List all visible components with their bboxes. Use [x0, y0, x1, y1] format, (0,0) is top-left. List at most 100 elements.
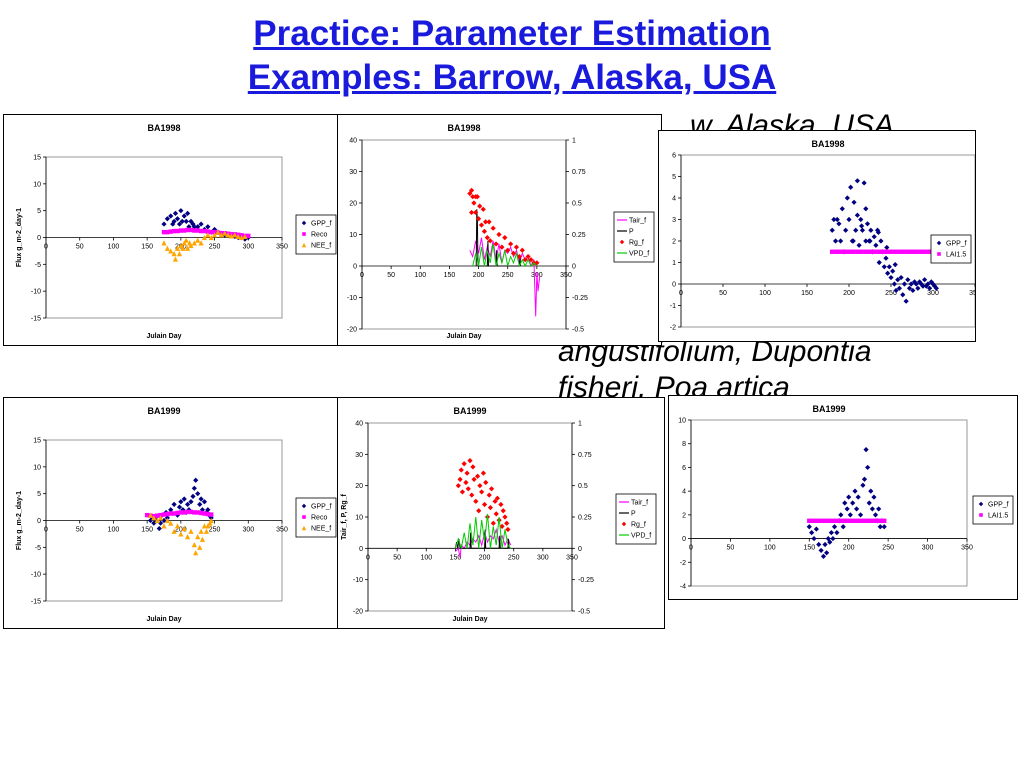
y-tick-label: 4 [682, 489, 686, 496]
data-point [480, 206, 486, 212]
data-point [854, 212, 860, 218]
data-point [853, 227, 859, 233]
x-tick-label: 350 [961, 545, 973, 552]
legend-label: P [631, 511, 636, 518]
y2-tick-label: -0.5 [572, 327, 584, 334]
legend-label: Tair_f [629, 218, 646, 225]
y-tick-label: 40 [355, 421, 363, 428]
data-point [883, 255, 889, 261]
y-tick-label: -1 [670, 303, 676, 310]
chart-title: BA1998 [811, 139, 844, 149]
data-point [172, 210, 179, 216]
y-tick-label: -15 [31, 316, 41, 323]
data-point [209, 229, 214, 235]
x-tick-label: 250 [502, 272, 514, 279]
legend-swatch [302, 515, 306, 519]
data-point [848, 184, 854, 190]
data-point [903, 298, 909, 304]
data-point [208, 234, 214, 241]
data-point [862, 518, 867, 523]
data-point [198, 228, 204, 234]
series-reco [144, 509, 214, 519]
data-point [483, 479, 489, 486]
x-tick-label: 200 [473, 272, 485, 279]
data-point [922, 249, 927, 254]
legend: GPP_f Reco NEE_f [295, 214, 337, 255]
series-lai1-5 [830, 249, 940, 254]
data-point [842, 518, 847, 523]
legend-label: Rg_f [631, 522, 646, 529]
plot-area [690, 419, 968, 587]
data-point [881, 524, 887, 530]
x-tick-label: 250 [209, 527, 221, 534]
data-point [816, 541, 822, 548]
data-point [838, 512, 844, 518]
data-point [197, 501, 203, 507]
data-point [842, 249, 847, 254]
data-point [211, 232, 218, 238]
data-point [820, 553, 827, 559]
x-tick-label: 150 [141, 527, 153, 534]
data-point [851, 249, 856, 254]
data-point [191, 542, 197, 548]
data-point [202, 511, 207, 516]
data-point [508, 241, 514, 247]
data-point [858, 518, 863, 523]
data-point [863, 206, 869, 212]
data-point [493, 511, 499, 517]
data-point [829, 227, 835, 233]
data-point [174, 245, 181, 251]
data-point [854, 506, 860, 512]
data-point [811, 518, 816, 523]
data-point [473, 498, 479, 504]
data-point [246, 233, 251, 239]
data-point [850, 238, 856, 244]
data-point [181, 213, 187, 219]
y-tick-label: -10 [353, 577, 363, 584]
x-tick-label: 150 [444, 272, 456, 279]
data-point [925, 281, 931, 287]
data-point [873, 242, 879, 248]
data-point [486, 492, 492, 498]
y-tick-label: 20 [355, 483, 363, 490]
y-tick-label: 30 [349, 169, 357, 176]
x-tick-label: 150 [801, 290, 813, 297]
y-tick-label: 2 [672, 239, 676, 246]
data-point [844, 506, 850, 512]
data-point [478, 222, 485, 228]
data-point [487, 238, 493, 244]
data-point [828, 530, 834, 536]
data-point [932, 283, 938, 289]
data-point [502, 514, 508, 520]
legend-label: NEE_f [311, 526, 331, 533]
data-point [175, 228, 180, 234]
x-tick-label: 100 [420, 554, 432, 561]
y-tick-label: 10 [33, 181, 41, 188]
data-point [205, 232, 211, 238]
data-point [470, 194, 476, 200]
data-point [232, 232, 238, 238]
y-tick-label: 5 [37, 491, 41, 498]
slide-title-line-1: Practice: Parameter Estimation [253, 14, 771, 53]
data-point [198, 221, 204, 227]
x-axis-label: Julain Day [446, 333, 481, 340]
data-point [822, 518, 828, 523]
data-point [901, 249, 906, 254]
data-point [502, 235, 508, 241]
series-nee-f [147, 512, 214, 556]
data-point [838, 249, 843, 254]
data-point [928, 279, 934, 285]
data-point [461, 461, 467, 467]
series-lai1-5 [807, 518, 887, 523]
data-point [872, 512, 879, 518]
data-point [147, 512, 154, 518]
chart-title: BA1999 [453, 406, 486, 416]
y-tick-label: 30 [355, 452, 363, 459]
y-axis-label: Flux g_m-2_day-1 [16, 491, 23, 550]
data-point [870, 518, 875, 523]
legend-label: LAI1.5 [988, 513, 1008, 520]
legend-label: GPP_f [988, 502, 1009, 509]
data-point [171, 228, 177, 234]
data-point [869, 506, 875, 512]
data-point [477, 203, 483, 209]
